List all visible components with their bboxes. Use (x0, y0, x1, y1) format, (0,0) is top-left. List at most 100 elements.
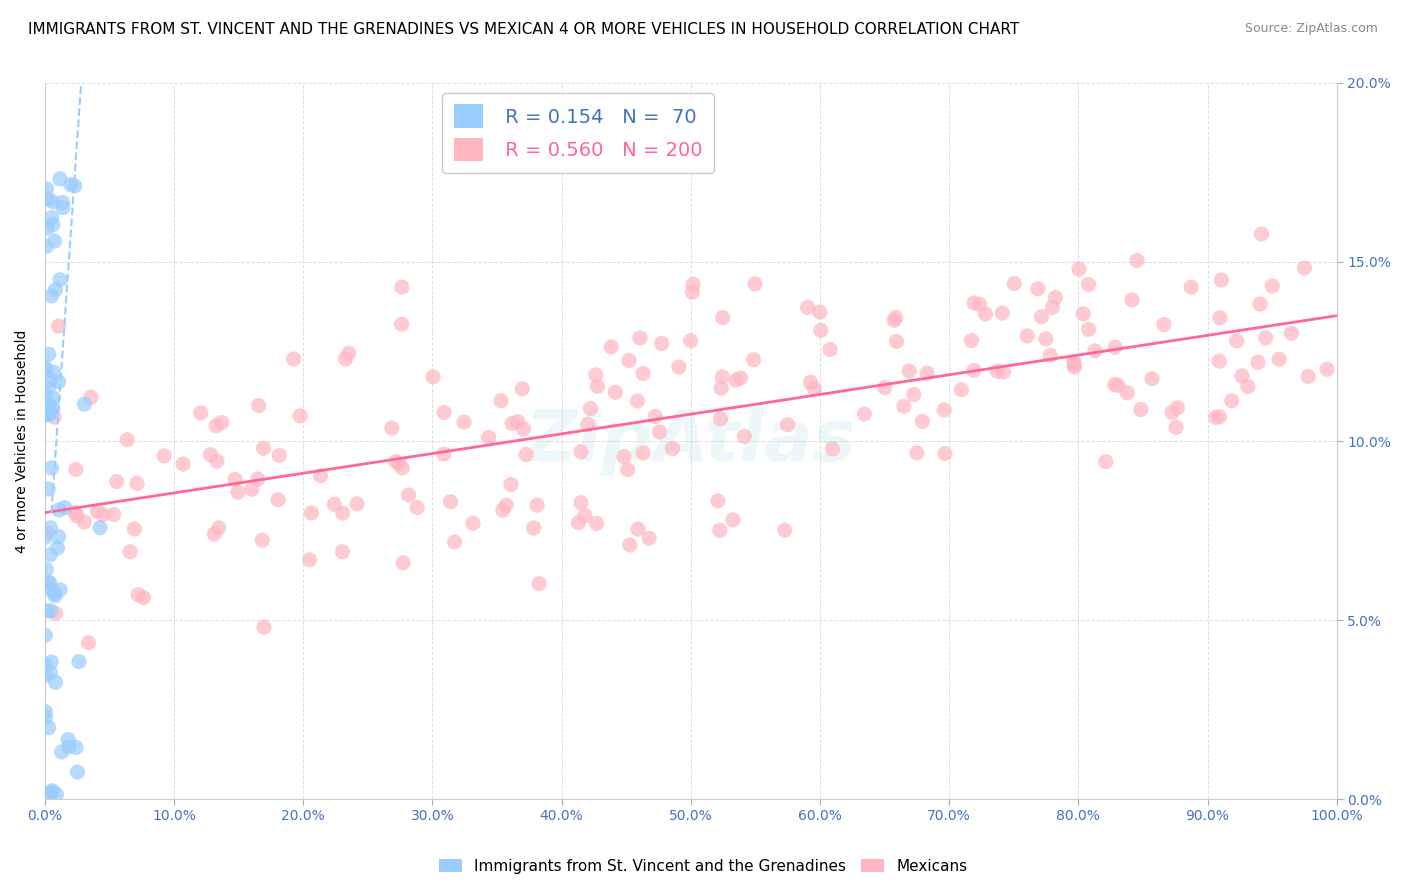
Point (35, 563, 58, 577)
Point (1039, 348, 1062, 362)
Point (205, 454, 228, 468)
Point (48, 375, 70, 389)
Point (744, 277, 766, 291)
Point (1249, 297, 1271, 311)
Point (1281, 326, 1303, 341)
Point (202, 527, 225, 541)
Point (478, 430, 501, 444)
Point (527, 576, 550, 591)
Point (301, 506, 323, 520)
Point (391, 461, 413, 475)
Point (42, 365, 65, 379)
Point (567, 516, 589, 530)
Point (515, 448, 537, 462)
Point (613, 450, 636, 464)
Point (41, 211, 63, 225)
Point (668, 360, 690, 375)
Point (63, 506, 86, 520)
Point (724, 373, 747, 387)
Point (1208, 409, 1230, 424)
Point (226, 485, 249, 500)
Point (1121, 293, 1143, 307)
Point (406, 500, 429, 515)
Point (898, 364, 921, 378)
Point (86, 504, 108, 518)
Point (332, 506, 354, 520)
Point (44, 410, 66, 425)
Point (37, 380, 59, 394)
Point (1230, 368, 1253, 383)
Point (443, 535, 465, 549)
Point (1268, 352, 1291, 367)
Point (1164, 420, 1187, 434)
Point (422, 370, 444, 384)
Point (48, 530, 70, 544)
Point (934, 446, 956, 460)
Point (44, 586, 66, 600)
Point (253, 620, 276, 634)
Point (39, 665, 62, 680)
Point (66, 765, 89, 780)
Point (49, 273, 72, 287)
Point (934, 403, 956, 417)
Point (616, 463, 638, 477)
Point (730, 371, 752, 385)
Point (200, 448, 222, 462)
Point (73, 515, 96, 529)
Point (309, 468, 332, 483)
Point (58, 732, 80, 747)
Point (960, 334, 983, 348)
Point (37, 192, 59, 206)
Point (391, 280, 413, 294)
Point (115, 433, 138, 447)
Point (853, 407, 876, 421)
Point (41, 194, 63, 209)
Point (208, 521, 231, 535)
Point (661, 442, 683, 456)
Point (34, 530, 56, 544)
Point (776, 417, 799, 432)
Point (628, 331, 651, 345)
Point (41, 785, 63, 799)
Point (569, 444, 592, 458)
Point (711, 310, 734, 325)
Point (651, 336, 673, 351)
Point (799, 376, 821, 390)
Point (35, 604, 58, 618)
Point (963, 363, 986, 377)
Point (993, 365, 1015, 379)
Point (38, 347, 60, 361)
Point (41, 784, 63, 798)
Point (721, 513, 744, 527)
Point (617, 353, 640, 368)
Point (44, 589, 66, 603)
Point (127, 588, 149, 602)
Point (41, 401, 63, 415)
Legend: Immigrants from St. Vincent and the Grenadines, Mexicans: Immigrants from St. Vincent and the Gren… (433, 853, 973, 880)
Point (1161, 405, 1184, 419)
Point (1140, 372, 1163, 386)
Point (53, 500, 76, 515)
Point (886, 334, 908, 349)
Point (66, 509, 89, 524)
Point (80, 390, 103, 404)
Point (495, 498, 517, 512)
Point (526, 498, 548, 512)
Point (34, 360, 56, 375)
Point (638, 531, 661, 545)
Point (1208, 354, 1230, 368)
Y-axis label: 4 or more Vehicles in Household: 4 or more Vehicles in Household (15, 329, 30, 553)
Point (1220, 393, 1243, 408)
Point (34, 409, 56, 423)
Point (605, 385, 627, 400)
Point (711, 369, 734, 384)
Point (893, 400, 915, 414)
Point (41, 461, 63, 475)
Point (1031, 310, 1053, 324)
Point (120, 545, 142, 559)
Point (49, 171, 72, 186)
Point (288, 409, 311, 423)
Point (1035, 332, 1057, 346)
Point (733, 429, 755, 443)
Point (439, 494, 461, 508)
